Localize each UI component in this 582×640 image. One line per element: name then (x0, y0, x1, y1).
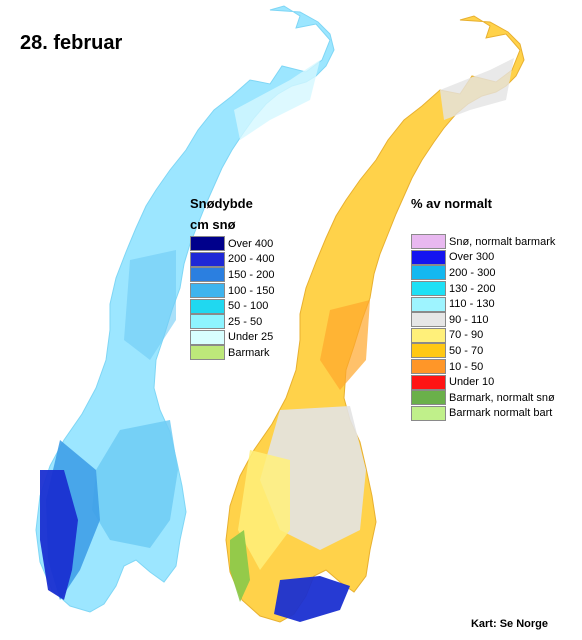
snow-depth-legend-row: 25 - 50 (190, 314, 274, 330)
percent-normal-legend-label: Under 10 (449, 376, 495, 389)
percent-normal-legend-row: Snø, normalt barmark (411, 234, 555, 250)
snow-depth-legend-label: 150 - 200 (228, 268, 275, 281)
snow-depth-legend-swatch (190, 329, 225, 345)
snow-depth-legend-swatch (190, 283, 225, 299)
percent-normal-legend-swatch (411, 265, 446, 281)
snow-depth-legend-swatch (190, 345, 225, 361)
pct-zone-green (230, 530, 250, 602)
snow-zone-central-mid (124, 250, 176, 360)
percent-normal-legend-row: 110 - 130 (411, 296, 555, 312)
percent-normal-legend-swatch (411, 374, 446, 390)
percent-normal-legend-label: 130 - 200 (449, 282, 496, 295)
snow-depth-legend-row: Over 400 (190, 236, 274, 252)
norway-shape-right (225, 15, 525, 623)
snow-depth-legend-swatch (190, 267, 225, 283)
percent-normal-legend-row: 50 - 70 (411, 343, 555, 359)
snow-depth-legend-label: 100 - 150 (228, 284, 275, 297)
percent-normal-legend-label: 50 - 70 (449, 344, 484, 357)
percent-normal-legend-label: 110 - 130 (449, 298, 495, 311)
snow-depth-legend-label: 25 - 50 (228, 315, 263, 328)
snow-depth-legend-row: Barmark (190, 345, 274, 361)
snow-depth-legend-row: Under 25 (190, 329, 274, 346)
percent-normal-legend-row: 10 - 50 (411, 359, 555, 375)
snow-depth-legend-row: 150 - 200 (190, 267, 274, 283)
snow-zone-mid-left (92, 420, 178, 548)
map-date-title: 28. februar (20, 32, 123, 54)
snow-depth-legend-swatch (190, 314, 225, 330)
percent-normal-legend-label: Snø, normalt barmark (449, 235, 556, 248)
snow-depth-legend-label: Under 25 (228, 331, 274, 344)
percent-normal-legend-label: 90 - 110 (449, 313, 489, 326)
snow-depth-legend-unit: cm snø (190, 217, 236, 232)
percent-normal-legend-label: Barmark normalt bart (449, 407, 553, 420)
percent-normal-legend-row: 130 - 200 (411, 281, 555, 297)
percent-normal-legend-row: 200 - 300 (411, 265, 555, 281)
percent-normal-legend-row: Under 10 (411, 374, 555, 390)
pct-zone-north-gray (440, 58, 514, 120)
snow-depth-legend-title: Snødybde (190, 196, 253, 211)
percent-normal-legend-swatch (411, 359, 446, 375)
pct-zone-light (238, 450, 290, 570)
snow-depth-legend-label: 200 - 400 (228, 253, 275, 266)
percent-normal-legend-label: 10 - 50 (449, 360, 484, 373)
percent-normal-legend-swatch (411, 327, 446, 343)
percent-normal-legend-row: 90 - 110 (411, 312, 555, 328)
percent-normal-legend-swatch (411, 296, 446, 312)
snow-depth-legend-row: 200 - 400 (190, 251, 275, 268)
percent-normal-legend-label: Over 300 (449, 251, 495, 264)
percent-normal-legend-swatch (411, 312, 446, 328)
percent-normal-legend-swatch (411, 343, 446, 359)
percent-normal-legend-row: 70 - 90 (411, 327, 555, 344)
snow-depth-legend-swatch (190, 298, 225, 314)
snow-depth-legend-row: 50 - 100 (190, 298, 274, 314)
snow-depth-legend-swatch (190, 236, 225, 252)
percent-normal-legend-label: 200 - 300 (449, 266, 496, 279)
snow-depth-legend-label: Over 400 (228, 237, 274, 250)
snow-depth-legend-list: Over 400 200 - 400 150 - 200 100 - 150 50 - … (190, 236, 274, 361)
percent-normal-legend-swatch (411, 249, 446, 265)
percent-normal-legend: % av normalt Snø, normalt barmark Over 30… (411, 196, 555, 421)
norway-shape-left (35, 5, 335, 613)
percent-normal-legend-list: Snø, normalt barmark Over 300 200 - 300 130… (411, 234, 555, 421)
percent-normal-legend-swatch (411, 234, 446, 250)
percent-normal-legend-row: Over 300 (411, 249, 555, 266)
snow-zone-north-light (234, 60, 320, 140)
pct-zone-orange (320, 300, 370, 390)
percent-normal-legend-swatch (411, 390, 446, 406)
snow-depth-legend-swatch (190, 251, 225, 267)
snow-depth-legend-label: 50 - 100 (228, 300, 269, 313)
percent-normal-legend-label: 70 - 90 (449, 329, 484, 342)
percent-normal-legend-row: Barmark, normalt snø (411, 390, 555, 406)
pct-zone-blue (274, 576, 350, 622)
percent-normal-legend-row: Barmark normalt bart (411, 405, 555, 422)
snow-zone-dark-left (40, 470, 78, 600)
snow-depth-legend-label: Barmark (228, 346, 270, 359)
snow-depth-legend: Snødybde cm snø Over 400 200 - 400 150 - 2… (190, 196, 274, 361)
percent-normal-legend-title: % av normalt (411, 196, 492, 211)
snow-depth-legend-row: 100 - 150 (190, 283, 274, 299)
percent-normal-legend-swatch (411, 281, 446, 297)
percent-normal-legend-swatch (411, 405, 446, 421)
map-credit: Kart: Se Norge (470, 618, 548, 630)
percent-normal-legend-label: Barmark, normalt snø (449, 391, 555, 404)
